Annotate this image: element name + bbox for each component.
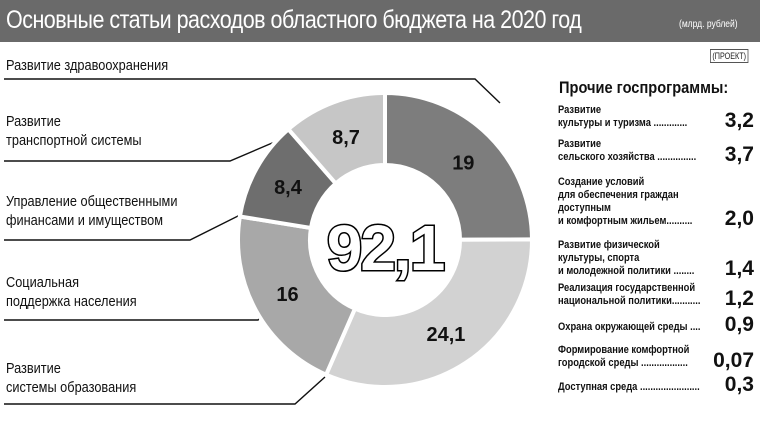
label-transport: Развитие транспортной системы: [6, 114, 142, 149]
slice-value-finance: 8,4: [274, 177, 303, 199]
other-program-name: Охрана окружающей среды ....: [558, 321, 701, 333]
other-program-item: Реализация государственной национальной …: [558, 282, 754, 310]
slice-transport: [285, 90, 387, 187]
other-program-item: Формирование комфортной городской среды …: [558, 340, 754, 372]
other-program-name: Реализация государственной национальной …: [558, 282, 701, 307]
slice-values: 19 24,1 16 8,4 8,7: [274, 127, 474, 346]
slice-value-education: 24,1: [426, 324, 465, 346]
leader-line-education: [4, 376, 326, 405]
other-program-item: Охрана окружающей среды .... 0,9: [558, 314, 754, 336]
title-bar: Основные статьи расходов областного бюдж…: [0, 0, 760, 42]
slice-value-social: 16: [276, 284, 298, 306]
other-program-item: Развитие сельского хозяйства ...........…: [558, 138, 754, 166]
label-education: Развитие системы образования: [6, 361, 137, 396]
slice-social: [236, 214, 358, 378]
slice-education: [323, 237, 534, 389]
other-program-value: 3,7: [724, 143, 754, 166]
label-finance: Управление общественными финансами и иму…: [6, 194, 178, 229]
slice-health: [383, 90, 535, 242]
leader-line-health: [4, 78, 501, 104]
other-program-value: 0,9: [724, 313, 754, 336]
other-program-value: 1,4: [724, 257, 754, 280]
donut-slices: [236, 90, 535, 389]
other-program-name: Формирование комфортной городской среды …: [558, 344, 690, 369]
chart-title: Основные статьи расходов областного бюдж…: [6, 6, 582, 34]
slice-value-transport: 8,7: [332, 127, 360, 149]
other-program-value: 0,07: [713, 349, 754, 372]
other-program-item: Развитие культуры и туризма ............…: [558, 104, 754, 132]
other-program-name: Создание условий для обеспечения граждан…: [558, 176, 693, 227]
label-social: Социальная поддержка населения: [6, 275, 137, 310]
other-program-name: Развитие культуры и туризма ............…: [558, 104, 688, 129]
other-program-item: Развитие физической культуры, спорта и м…: [558, 236, 754, 280]
other-program-value: 1,2: [724, 287, 754, 310]
other-program-value: 2,0: [724, 207, 754, 230]
other-program-name: Развитие сельского хозяйства ...........…: [558, 138, 697, 163]
other-program-item: Доступная среда ....................... 0…: [558, 374, 754, 396]
other-program-value: 0,3: [724, 373, 754, 396]
total-value: 92,1: [327, 212, 444, 284]
other-program-item: Создание условий для обеспечения граждан…: [558, 170, 754, 230]
label-health: Развитие здравоохранения: [6, 58, 169, 74]
other-programs-title: Прочие госпрограммы:: [559, 78, 729, 97]
other-program-name: Доступная среда .......................: [558, 381, 700, 393]
other-program-name: Развитие физической культуры, спорта и м…: [558, 239, 695, 277]
project-badge: (ПРОЕКТ): [710, 49, 749, 63]
units-label: (млрд. рублей): [679, 19, 738, 30]
other-program-value: 3,2: [724, 109, 754, 132]
slice-value-health: 19: [452, 152, 474, 174]
